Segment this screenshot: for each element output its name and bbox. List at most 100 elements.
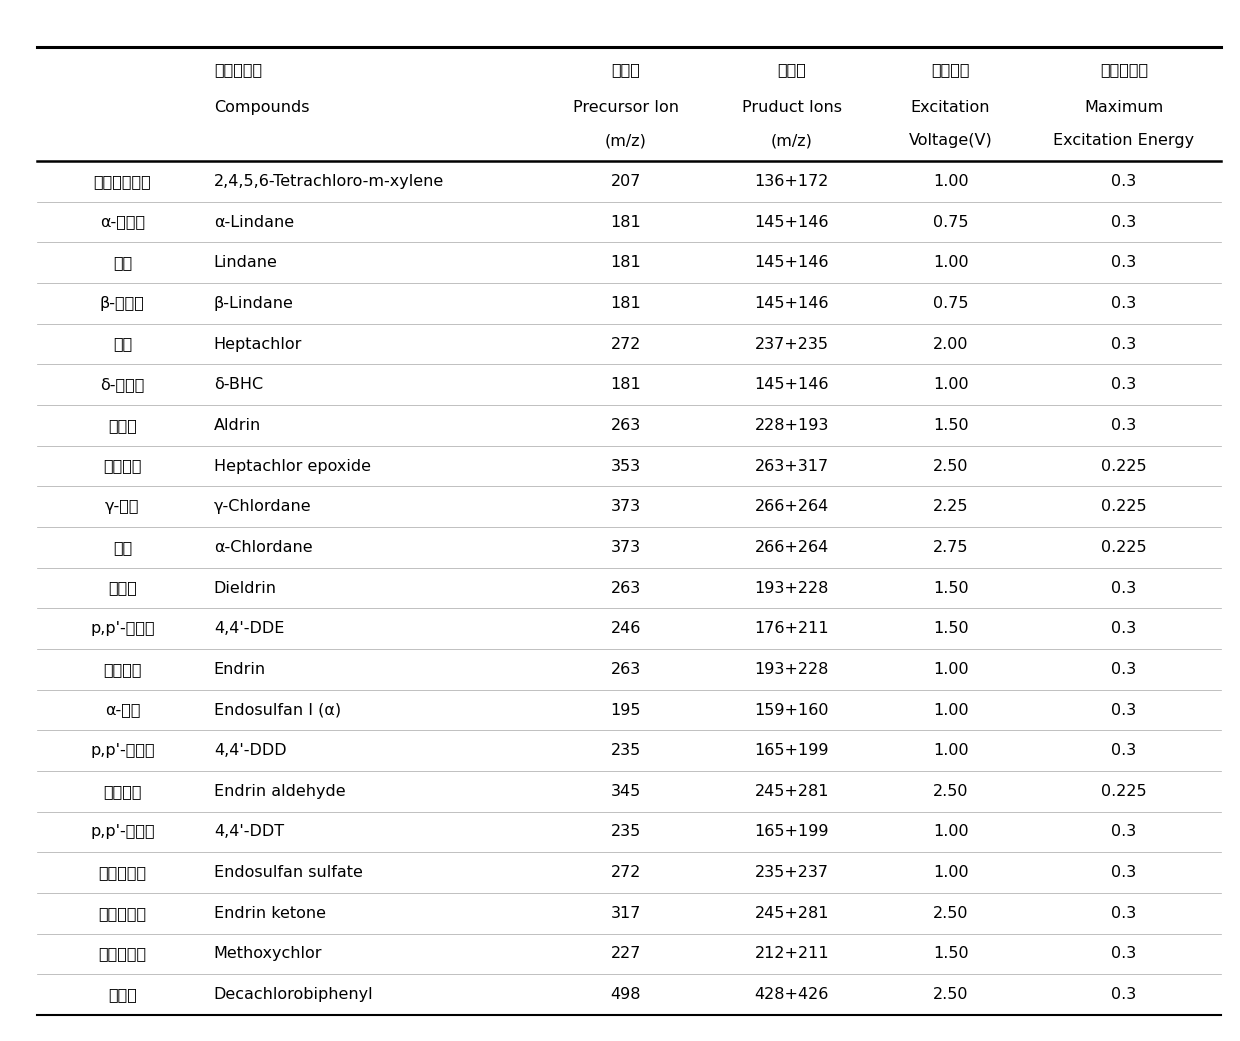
Text: 498: 498 [610, 987, 641, 1002]
Text: p,p'-滴滴滴: p,p'-滴滴滴 [91, 743, 155, 758]
Text: 181: 181 [610, 296, 641, 311]
Text: 0.3: 0.3 [1111, 743, 1137, 758]
Text: 1.00: 1.00 [932, 743, 968, 758]
Text: 0.3: 0.3 [1111, 865, 1137, 880]
Text: Heptachlor epoxide: Heptachlor epoxide [213, 458, 371, 474]
Text: 四氯间二甲苯: 四氯间二甲苯 [93, 174, 151, 188]
Text: 0.3: 0.3 [1111, 417, 1137, 433]
Text: 0.3: 0.3 [1111, 662, 1137, 677]
Text: Pruduct Ions: Pruduct Ions [742, 100, 842, 115]
Text: 2.50: 2.50 [932, 784, 968, 798]
Text: 异狄氏剂: 异狄氏剂 [103, 662, 141, 677]
Text: 235: 235 [610, 743, 641, 758]
Text: 245+281: 245+281 [754, 906, 830, 921]
Text: 十氯苯: 十氯苯 [108, 987, 136, 1002]
Text: α-Lindane: α-Lindane [213, 214, 294, 230]
Text: 0.3: 0.3 [1111, 621, 1137, 636]
Text: 263+317: 263+317 [755, 458, 828, 474]
Text: Excitation: Excitation [911, 100, 991, 115]
Text: 227: 227 [610, 946, 641, 962]
Text: (m/z): (m/z) [605, 133, 646, 148]
Text: 4,4'-DDT: 4,4'-DDT [213, 824, 284, 839]
Text: 0.3: 0.3 [1111, 336, 1137, 352]
Text: Endrin aldehyde: Endrin aldehyde [213, 784, 346, 798]
Text: 0.3: 0.3 [1111, 214, 1137, 230]
Text: α-Chlordane: α-Chlordane [213, 540, 312, 555]
Text: 207: 207 [610, 174, 641, 188]
Text: 2.00: 2.00 [932, 336, 968, 352]
Text: 263: 263 [610, 662, 641, 677]
Text: 子离子: 子离子 [777, 62, 806, 77]
Text: 181: 181 [610, 255, 641, 271]
Text: 0.3: 0.3 [1111, 255, 1137, 271]
Text: 136+172: 136+172 [755, 174, 830, 188]
Text: 母离子: 母离子 [611, 62, 640, 77]
Text: 145+146: 145+146 [754, 296, 830, 311]
Text: γ-氯丹: γ-氯丹 [105, 500, 140, 514]
Text: δ-BHC: δ-BHC [213, 377, 263, 392]
Text: 0.3: 0.3 [1111, 174, 1137, 188]
Text: Decachlorobiphenyl: Decachlorobiphenyl [213, 987, 373, 1002]
Text: 195: 195 [610, 703, 641, 717]
Text: Heptachlor: Heptachlor [213, 336, 303, 352]
Text: (m/z): (m/z) [771, 133, 812, 148]
Text: 最大共振能: 最大共振能 [1100, 62, 1148, 77]
Text: 林丹: 林丹 [113, 255, 131, 271]
Text: γ-Chlordane: γ-Chlordane [213, 500, 311, 514]
Text: 266+264: 266+264 [755, 540, 828, 555]
Text: 0.3: 0.3 [1111, 377, 1137, 392]
Text: 0.225: 0.225 [1101, 784, 1147, 798]
Text: 193+228: 193+228 [755, 581, 830, 595]
Text: Excitation Energy: Excitation Energy [1053, 133, 1194, 148]
Text: 异狄氏剂酱: 异狄氏剂酱 [98, 906, 146, 921]
Text: 246: 246 [610, 621, 641, 636]
Text: 1.50: 1.50 [932, 621, 968, 636]
Text: 212+211: 212+211 [754, 946, 830, 962]
Text: 七氯: 七氯 [113, 336, 131, 352]
Text: 263: 263 [610, 581, 641, 595]
Text: Aldrin: Aldrin [213, 417, 262, 433]
Text: Endrin: Endrin [213, 662, 265, 677]
Text: 0.225: 0.225 [1101, 458, 1147, 474]
Text: 237+235: 237+235 [755, 336, 828, 352]
Text: 2.50: 2.50 [932, 458, 968, 474]
Text: 165+199: 165+199 [754, 824, 830, 839]
Text: Endrin ketone: Endrin ketone [213, 906, 326, 921]
Text: 159+160: 159+160 [754, 703, 830, 717]
Text: 1.00: 1.00 [932, 255, 968, 271]
Text: δ-六六六: δ-六六六 [100, 377, 145, 392]
Text: 176+211: 176+211 [754, 621, 830, 636]
Text: 1.50: 1.50 [932, 946, 968, 962]
Text: 氯丹: 氯丹 [113, 540, 131, 555]
Text: 狄氏剂: 狄氏剂 [108, 581, 136, 595]
Text: 艾氏剂: 艾氏剂 [108, 417, 136, 433]
Text: 硫丹硫酸盐: 硫丹硫酸盐 [98, 865, 146, 880]
Text: 1.00: 1.00 [932, 865, 968, 880]
Text: 272: 272 [610, 336, 641, 352]
Text: 235: 235 [610, 824, 641, 839]
Text: Maximum: Maximum [1084, 100, 1163, 115]
Text: 428+426: 428+426 [755, 987, 830, 1002]
Text: 193+228: 193+228 [755, 662, 830, 677]
Text: 2.50: 2.50 [932, 987, 968, 1002]
Text: 145+146: 145+146 [754, 214, 830, 230]
Text: Precursor Ion: Precursor Ion [573, 100, 678, 115]
Text: 0.225: 0.225 [1101, 540, 1147, 555]
Text: 228+193: 228+193 [755, 417, 830, 433]
Text: 0.3: 0.3 [1111, 946, 1137, 962]
Text: Lindane: Lindane [213, 255, 278, 271]
Text: 2,4,5,6-Tetrachloro-m-xylene: 2,4,5,6-Tetrachloro-m-xylene [213, 174, 444, 188]
Text: Voltage(V): Voltage(V) [909, 133, 992, 148]
Text: 0.3: 0.3 [1111, 581, 1137, 595]
Text: 2.75: 2.75 [932, 540, 968, 555]
Text: 266+264: 266+264 [755, 500, 828, 514]
Text: 0.75: 0.75 [932, 296, 968, 311]
Text: Dieldrin: Dieldrin [213, 581, 277, 595]
Text: Endosulfan I (α): Endosulfan I (α) [213, 703, 341, 717]
Text: 1.00: 1.00 [932, 174, 968, 188]
Text: 245+281: 245+281 [754, 784, 830, 798]
Text: 0.3: 0.3 [1111, 906, 1137, 921]
Text: 0.3: 0.3 [1111, 703, 1137, 717]
Text: 0.3: 0.3 [1111, 296, 1137, 311]
Text: 272: 272 [610, 865, 641, 880]
